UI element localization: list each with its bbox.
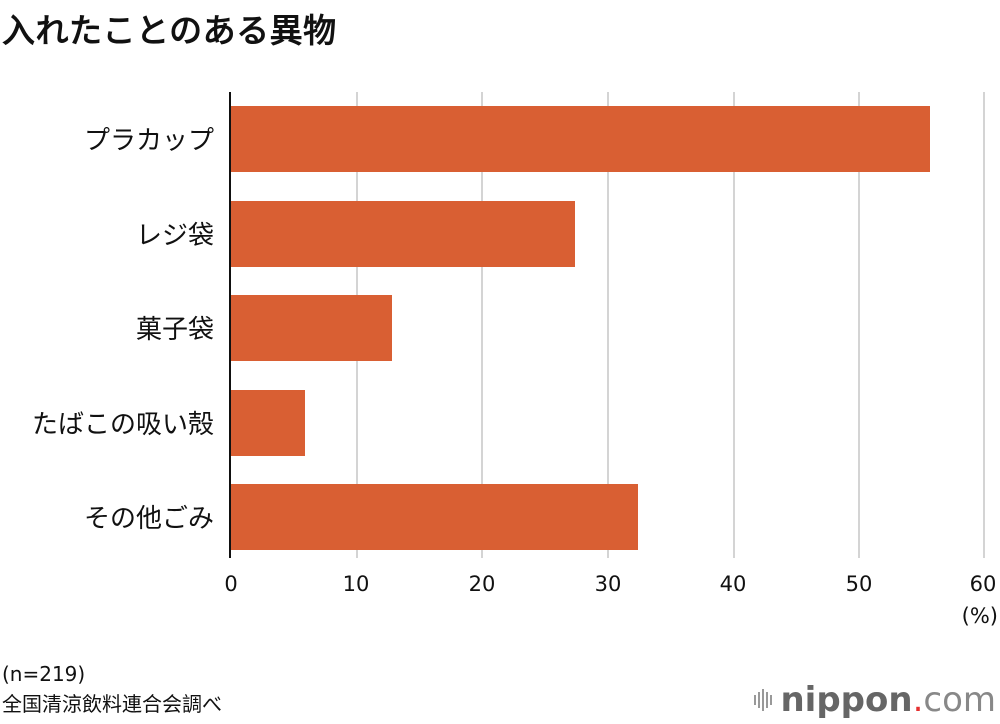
gridline-30 <box>607 92 609 558</box>
sound-wave-icon <box>754 689 773 711</box>
x-tick-label: 60 <box>969 572 997 596</box>
logo-dot: . <box>912 680 924 720</box>
x-tick-label: 10 <box>342 572 370 596</box>
bar-shopping-bag <box>231 201 575 267</box>
sample-size-note: (n=219) <box>2 662 86 686</box>
plot-area <box>229 92 985 558</box>
chart-title: 入れたことのある異物 <box>2 11 337 50</box>
x-tick-label: 40 <box>719 572 747 596</box>
x-axis-unit: (%) <box>961 604 998 628</box>
logo-brand: nippon <box>780 680 913 720</box>
bar-cigarette-butt <box>231 390 305 456</box>
bar-plastic-cup <box>231 106 930 172</box>
source-note: 全国清涼飲料連合会調べ <box>2 692 222 716</box>
gridline-50 <box>858 92 860 558</box>
category-label: たばこの吸い殻 <box>31 410 214 440</box>
category-label: レジ袋 <box>135 221 214 251</box>
y-axis-line <box>229 92 231 558</box>
category-label: 菓子袋 <box>135 315 214 345</box>
bar-other-trash <box>231 484 638 550</box>
nippon-logo: nippon. com <box>754 680 996 720</box>
gridline-40 <box>733 92 735 558</box>
gridline-20 <box>481 92 483 558</box>
x-tick-label: 0 <box>224 572 238 596</box>
x-tick-label: 30 <box>594 572 622 596</box>
category-label: その他ごみ <box>83 504 214 534</box>
gridline-60 <box>983 92 985 558</box>
x-tick-label: 50 <box>845 572 873 596</box>
category-label: プラカップ <box>83 126 214 156</box>
logo-tld: com <box>923 680 996 720</box>
bar-snack-bag <box>231 295 392 361</box>
x-tick-label: 20 <box>468 572 496 596</box>
